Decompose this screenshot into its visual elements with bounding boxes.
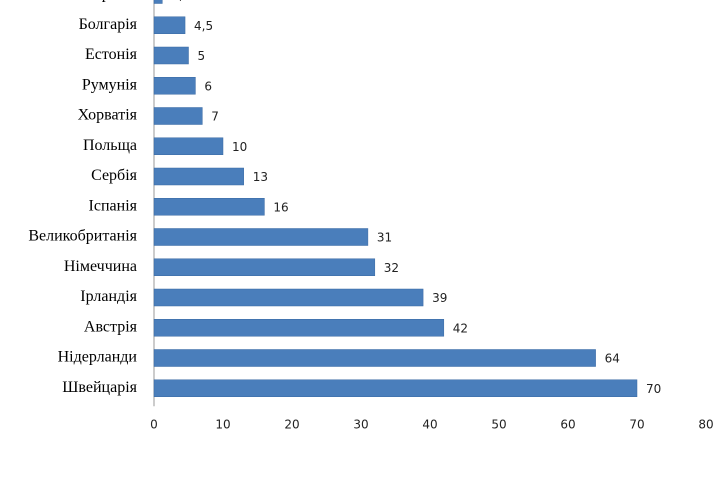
category-label: Ірландія xyxy=(80,288,137,305)
x-tick-label: 0 xyxy=(150,418,158,432)
bar xyxy=(153,16,186,34)
category-label: Швейцарія xyxy=(62,379,137,396)
value-label: 70 xyxy=(646,382,661,396)
bar xyxy=(153,349,596,367)
value-label: 7 xyxy=(211,110,219,124)
value-label: 4,5 xyxy=(194,19,213,33)
bar xyxy=(153,0,163,4)
value-label: 5 xyxy=(198,49,206,63)
bar xyxy=(153,137,224,155)
bar xyxy=(153,167,244,186)
x-tick-label: 20 xyxy=(284,418,299,432)
x-tick-label: 10 xyxy=(215,418,230,432)
category-label: Німеччина xyxy=(64,258,137,275)
value-label: 39 xyxy=(432,291,447,305)
category-label: Румунія xyxy=(82,76,138,93)
category-label: Хорватія xyxy=(78,107,138,124)
bar xyxy=(153,77,196,95)
value-label: 6 xyxy=(204,79,212,93)
category-label: Україна xyxy=(84,0,137,3)
x-tick-label: 50 xyxy=(491,418,506,432)
bar xyxy=(153,379,638,397)
bar xyxy=(153,288,424,307)
x-tick-label: 30 xyxy=(353,418,368,432)
x-tick-label: 60 xyxy=(560,418,575,432)
value-label: 16 xyxy=(273,200,288,214)
x-tick-label: 40 xyxy=(422,418,437,432)
category-label: Іспанія xyxy=(89,197,138,214)
category-label: Болгарія xyxy=(79,16,138,33)
category-label: Австрія xyxy=(84,318,138,335)
category-label: Нідерланди xyxy=(58,349,138,366)
bar xyxy=(153,258,376,276)
category-label: Естонія xyxy=(85,46,138,63)
value-label: 31 xyxy=(377,231,392,245)
x-tick-label: 70 xyxy=(629,418,644,432)
value-label: 10 xyxy=(232,140,247,154)
category-label: Польща xyxy=(83,137,137,154)
value-label: 42 xyxy=(453,321,468,335)
bar xyxy=(153,228,369,246)
x-tick-label: 80 xyxy=(698,418,713,432)
value-label: 32 xyxy=(384,261,399,275)
bar xyxy=(153,107,203,125)
value-label: 13 xyxy=(253,170,268,184)
bar xyxy=(153,198,265,216)
bar xyxy=(153,319,445,337)
value-label: 64 xyxy=(605,352,620,366)
category-label: Великобританія xyxy=(28,228,137,245)
bar xyxy=(153,46,189,65)
category-label: Сербія xyxy=(91,167,138,184)
value-label: 1,2 xyxy=(171,0,190,3)
